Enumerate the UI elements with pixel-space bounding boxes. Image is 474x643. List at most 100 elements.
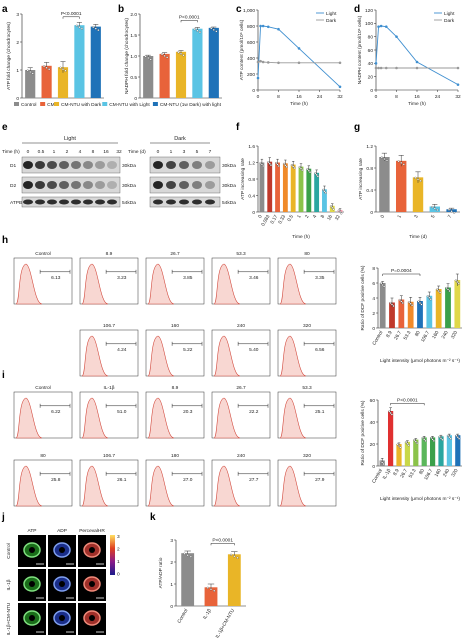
data-point [209, 588, 213, 591]
data-point [45, 66, 48, 69]
blot-band [153, 199, 163, 205]
y-tick-label: 200 [247, 72, 255, 78]
x-tick-label: 0 [257, 214, 264, 220]
data-point [420, 303, 423, 306]
x-tick-label: IL-1β [202, 608, 213, 621]
data-point [447, 434, 450, 437]
legend-item: CM-NTU with Dark [61, 102, 102, 108]
histogram-title: 26.7 [170, 251, 180, 257]
histogram-title: 240 [237, 323, 245, 329]
bar [181, 553, 195, 606]
data-point [210, 27, 213, 30]
y-tick-label: 0 [370, 88, 373, 94]
data-point [97, 29, 100, 32]
data-point [399, 446, 402, 449]
x-tick-label: 2 [304, 214, 311, 220]
y-tick-label: 1.6 [248, 144, 255, 150]
data-point [457, 282, 460, 285]
blot-band [47, 199, 57, 205]
nucleus [59, 615, 65, 621]
bar [426, 295, 433, 328]
data-point [213, 589, 216, 592]
data-point [94, 27, 97, 30]
y-tick-label: 0.8 [366, 166, 373, 172]
histogram-title: 26.7 [236, 385, 246, 391]
lane-label: 3 [183, 149, 186, 155]
bar [159, 53, 170, 98]
panel-label-j: j [1, 512, 5, 523]
histogram-title: 320 [303, 453, 311, 459]
bar [379, 283, 386, 328]
y-tick-label: 2 [16, 40, 19, 46]
image-row-label: IL-1β [6, 579, 12, 590]
data-point [455, 434, 458, 437]
blot-band [83, 199, 93, 205]
series-point [374, 66, 378, 70]
data-point [456, 280, 459, 284]
data-point [419, 179, 422, 182]
histogram-peak [147, 335, 175, 377]
data-point [414, 440, 417, 443]
x-tick-label: 1 [296, 214, 303, 220]
panel-label-i: i [2, 370, 5, 381]
colorbar-tick: 2 [117, 547, 120, 553]
gate-percentage: 27.0 [183, 477, 193, 483]
y-tick-label: 60 [368, 48, 374, 54]
blot-band [35, 181, 45, 189]
legend-swatch [14, 102, 19, 106]
data-point [380, 282, 383, 285]
blot-band [59, 161, 69, 169]
histogram-title: IL-1β [103, 385, 114, 391]
bar [438, 436, 444, 466]
x-tick-label: 160 [434, 468, 443, 478]
data-point [426, 295, 429, 298]
legend-swatch [102, 102, 108, 106]
y-tick-label: 0 [134, 96, 137, 102]
blot-band [166, 199, 176, 205]
data-point [308, 171, 312, 174]
y-tick-label: 0 [252, 210, 255, 216]
gate-percentage: 5.40 [249, 347, 259, 353]
lane-label: 5 [196, 149, 199, 155]
legend-swatch [54, 102, 60, 106]
bar [290, 164, 296, 212]
image-row-label: IL-1β+CM-NTU [6, 602, 12, 635]
x-tick-label: 80 [418, 468, 426, 476]
series-point [456, 66, 460, 70]
bar [413, 439, 419, 466]
data-point [80, 27, 83, 30]
bar [227, 554, 241, 606]
data-point [337, 209, 340, 212]
data-point [230, 553, 233, 556]
histogram-title: 106.7 [103, 453, 115, 459]
bar [267, 161, 273, 212]
y-tick-label: 0.4 [248, 193, 255, 199]
legend-item: Dark [326, 18, 337, 24]
data-point [301, 169, 304, 172]
colorbar-tick: 1 [117, 559, 120, 565]
colorbar-tick: 0 [117, 572, 120, 578]
kda-label: 30kDa [222, 183, 236, 189]
series-point [379, 66, 383, 70]
data-point [269, 164, 272, 167]
data-point [453, 211, 456, 214]
panel-label-a: a [2, 4, 8, 15]
data-point [390, 413, 393, 416]
lane-label: 7 [209, 149, 212, 155]
x-tick-label: 26.7 [399, 468, 409, 479]
y-tick-label: 40 [368, 61, 374, 67]
data-point [276, 163, 279, 166]
series-point [338, 61, 342, 65]
x-tick-label: 8 [320, 214, 327, 220]
data-point [196, 29, 199, 32]
lane-label: 1 [53, 149, 56, 155]
y-tick-label: 0 [170, 604, 173, 610]
bar [404, 441, 411, 466]
bar [298, 166, 304, 212]
y-tick-label: 0.8 [248, 177, 255, 183]
data-point [299, 167, 303, 170]
blot-band [47, 181, 57, 189]
histogram-title: 180 [171, 453, 179, 459]
